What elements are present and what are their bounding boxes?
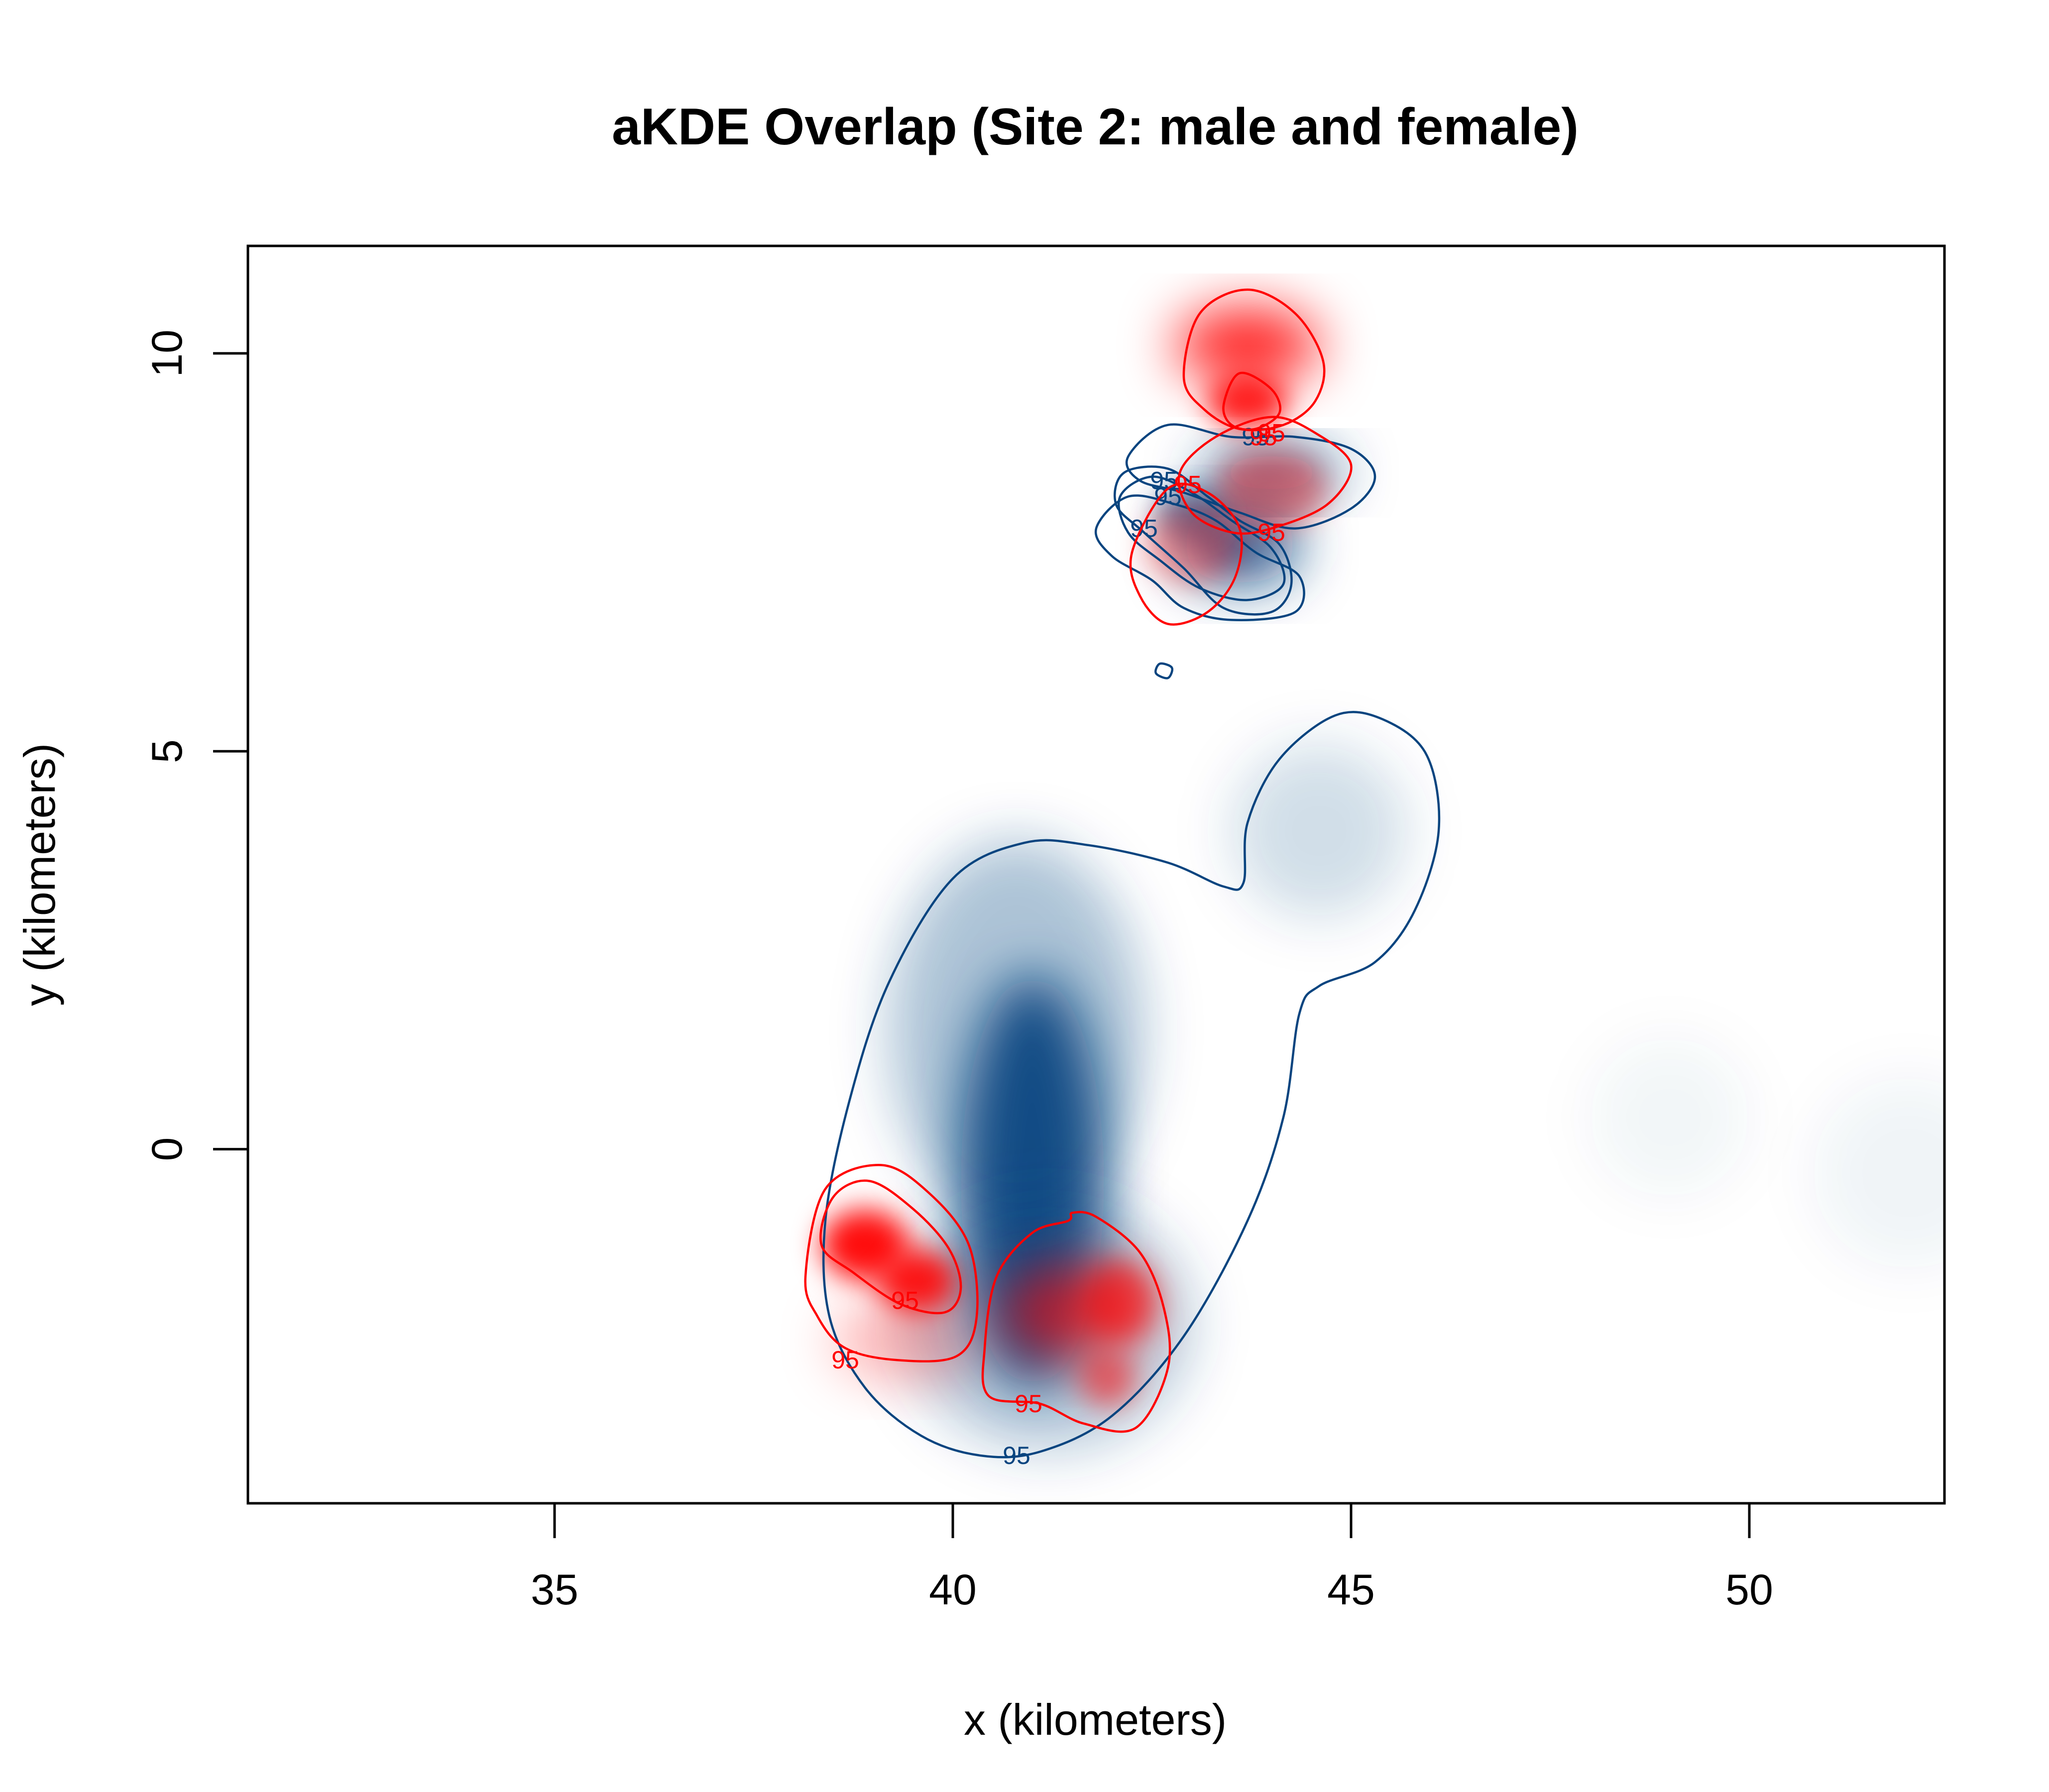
density-blob	[1144, 504, 1240, 584]
contour-label: 95	[831, 1346, 859, 1374]
contour-label: 95	[891, 1286, 919, 1314]
contour-label: 95	[1257, 519, 1285, 547]
contour-label: 95	[1257, 419, 1285, 447]
contour-line-95	[981, 1211, 1171, 1433]
contour-line-95	[1129, 482, 1243, 626]
contour-label: 95	[1174, 471, 1202, 499]
contour-line-95	[1114, 465, 1293, 616]
contour-line-95	[819, 1179, 962, 1315]
y-axis-label: y (kilometers)	[15, 743, 64, 1006]
density-series-1	[821, 309, 1327, 1408]
contour-line-95	[1154, 662, 1173, 679]
y-axis: 0 5 10	[143, 330, 249, 1161]
x-tick-label: 45	[1327, 1566, 1375, 1614]
contour-line-95	[1182, 288, 1326, 432]
density-blob	[1232, 743, 1407, 918]
density-blob	[1216, 448, 1327, 529]
contour-label: 95	[1130, 515, 1158, 543]
x-tick-label: 35	[531, 1566, 578, 1614]
density-blob	[1208, 373, 1287, 429]
density-blob	[1590, 1037, 1749, 1197]
density-blob	[1813, 1077, 1944, 1269]
contour-label: 95	[1150, 467, 1178, 495]
density-blob	[1084, 1260, 1156, 1341]
x-axis-label: x (kilometers)	[964, 1695, 1227, 1744]
y-tick-label: 5	[143, 739, 191, 763]
density-layer	[821, 309, 1944, 1452]
density-blob	[877, 1248, 957, 1313]
x-tick-label: 40	[929, 1566, 977, 1614]
contour-line-95	[804, 1164, 979, 1363]
contour-label: 95	[1250, 423, 1277, 451]
contour-label: 95	[1242, 423, 1269, 451]
contour-line-95	[1125, 423, 1376, 530]
density-blob	[1080, 1352, 1136, 1408]
contour-label: 95	[1003, 1442, 1030, 1469]
chart-title: aKDE Overlap (Site 2: male and female)	[612, 98, 1579, 156]
y-tick-label: 10	[143, 330, 191, 377]
contour-label: 95	[1015, 1390, 1042, 1418]
contour-line-95	[1094, 494, 1305, 621]
contour-line-95	[1177, 416, 1353, 535]
y-tick-label: 0	[143, 1137, 191, 1161]
density-blob	[1176, 309, 1319, 381]
density-blob	[889, 839, 1144, 1221]
contour-line-95	[822, 711, 1441, 1458]
x-axis: 35 40 45 50	[531, 1502, 1773, 1614]
x-tick-label: 50	[1725, 1566, 1773, 1614]
contour-line-95	[1222, 371, 1281, 431]
